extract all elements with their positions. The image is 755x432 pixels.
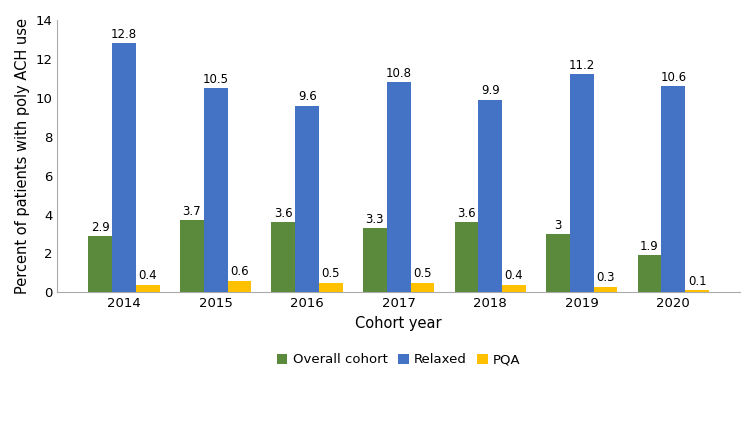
Text: 9.6: 9.6	[297, 90, 316, 103]
Bar	[479, 100, 502, 292]
Bar	[593, 286, 618, 292]
Bar	[502, 285, 526, 292]
Text: 10.5: 10.5	[202, 73, 229, 86]
Text: 10.6: 10.6	[660, 71, 686, 84]
Text: 3.6: 3.6	[274, 207, 293, 220]
Text: 2.9: 2.9	[91, 221, 109, 234]
Bar	[686, 290, 709, 292]
Bar	[180, 220, 204, 292]
Text: 0.6: 0.6	[230, 265, 248, 278]
Text: 0.5: 0.5	[322, 267, 341, 280]
Text: 10.8: 10.8	[386, 67, 411, 80]
Text: 0.4: 0.4	[139, 269, 157, 282]
Text: 3.3: 3.3	[365, 213, 384, 226]
Bar	[112, 43, 136, 292]
Text: 11.2: 11.2	[569, 59, 595, 72]
Y-axis label: Percent of patients with poly ACH use: Percent of patients with poly ACH use	[15, 18, 30, 294]
Bar	[136, 285, 160, 292]
Text: 9.9: 9.9	[481, 84, 500, 98]
Text: 3.7: 3.7	[183, 205, 201, 218]
Text: 1.9: 1.9	[640, 240, 659, 253]
Text: 0.5: 0.5	[413, 267, 432, 280]
X-axis label: Cohort year: Cohort year	[356, 316, 442, 331]
Bar	[387, 82, 411, 292]
Text: 3: 3	[554, 219, 562, 232]
Bar	[88, 236, 112, 292]
Text: 12.8: 12.8	[111, 28, 137, 41]
Bar	[637, 255, 661, 292]
Text: 0.1: 0.1	[688, 275, 707, 288]
Bar	[546, 234, 570, 292]
Text: 0.3: 0.3	[596, 271, 615, 284]
Bar	[295, 105, 319, 292]
Text: 3.6: 3.6	[457, 207, 476, 220]
Bar	[661, 86, 686, 292]
Bar	[272, 222, 295, 292]
Text: 0.4: 0.4	[504, 269, 523, 282]
Legend: Overall cohort, Relaxed, PQA: Overall cohort, Relaxed, PQA	[272, 348, 526, 372]
Bar	[319, 283, 343, 292]
Bar	[411, 283, 434, 292]
Bar	[363, 228, 387, 292]
Bar	[204, 88, 227, 292]
Bar	[227, 281, 251, 292]
Bar	[455, 222, 479, 292]
Bar	[570, 74, 593, 292]
